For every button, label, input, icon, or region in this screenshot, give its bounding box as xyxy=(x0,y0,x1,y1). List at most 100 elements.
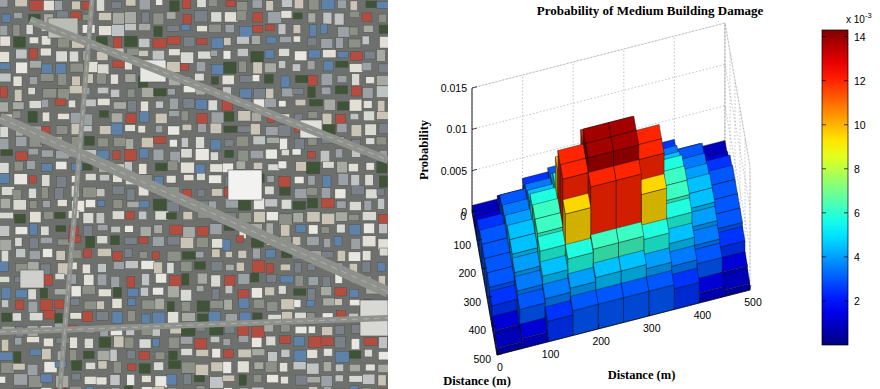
roof xyxy=(58,113,70,119)
roof xyxy=(267,301,278,311)
roof xyxy=(30,349,42,356)
roof xyxy=(0,25,8,35)
roof xyxy=(114,336,124,348)
roof xyxy=(166,175,176,183)
roof xyxy=(85,99,96,107)
roof xyxy=(195,364,208,375)
roof xyxy=(324,99,335,110)
roof xyxy=(238,111,251,121)
roof xyxy=(42,164,53,171)
roof xyxy=(70,313,82,319)
roof xyxy=(71,298,80,305)
roof xyxy=(321,39,333,49)
roof xyxy=(180,237,193,248)
roof xyxy=(280,264,290,271)
colorbar-tick-label: 6 xyxy=(854,207,860,219)
bar-top xyxy=(490,285,518,306)
roof xyxy=(126,212,134,219)
roof xyxy=(268,12,282,24)
roof xyxy=(14,352,21,364)
roof xyxy=(322,213,335,224)
roof xyxy=(142,375,152,382)
roof xyxy=(267,176,274,183)
roof xyxy=(208,100,217,111)
roof xyxy=(195,73,205,81)
roof xyxy=(362,236,376,247)
roof xyxy=(198,51,211,59)
roof xyxy=(212,349,221,358)
roof xyxy=(85,174,96,181)
roof xyxy=(309,25,316,37)
roof xyxy=(167,236,180,245)
roof xyxy=(86,387,94,389)
roof xyxy=(365,124,376,135)
roof xyxy=(281,299,295,310)
roof xyxy=(0,52,9,63)
roof xyxy=(267,137,280,143)
roof xyxy=(198,124,207,133)
roof xyxy=(377,112,388,120)
roof xyxy=(16,62,28,73)
roof xyxy=(154,262,163,274)
roof xyxy=(309,100,322,107)
roof xyxy=(141,138,153,148)
roof xyxy=(295,99,306,106)
roof xyxy=(29,77,37,85)
roof xyxy=(349,376,363,383)
roof xyxy=(2,339,9,351)
roof xyxy=(308,50,320,58)
roof xyxy=(335,364,343,371)
roof xyxy=(54,1,62,11)
roof xyxy=(224,299,232,310)
roof xyxy=(152,252,159,259)
roof xyxy=(322,113,332,125)
roof xyxy=(99,126,111,135)
roof xyxy=(335,336,346,348)
roof xyxy=(376,86,388,98)
roof xyxy=(113,102,126,109)
roof xyxy=(278,161,287,169)
roof xyxy=(239,388,248,389)
roof xyxy=(167,302,174,313)
roof xyxy=(153,38,167,48)
roof xyxy=(350,300,361,306)
roof xyxy=(266,127,280,136)
roof xyxy=(84,351,95,359)
roof xyxy=(362,212,376,221)
bar-top xyxy=(694,243,722,264)
roof xyxy=(224,112,234,122)
bar-top xyxy=(669,245,697,266)
roof xyxy=(41,226,49,235)
roof xyxy=(27,337,40,343)
roof xyxy=(125,74,136,82)
roof xyxy=(282,0,293,7)
roof xyxy=(253,299,264,308)
roof xyxy=(140,226,151,236)
roof xyxy=(55,273,65,279)
roof xyxy=(70,337,78,348)
bar-top xyxy=(563,193,591,214)
roof xyxy=(323,162,334,169)
bar-top xyxy=(535,213,563,234)
roof xyxy=(322,252,334,258)
colorbar-tick xyxy=(822,212,826,213)
roof xyxy=(334,236,342,246)
roof xyxy=(307,350,318,359)
roof xyxy=(44,211,54,219)
roof xyxy=(362,251,371,261)
roof xyxy=(142,314,150,323)
roof xyxy=(197,26,208,32)
roof xyxy=(366,77,375,84)
roof xyxy=(377,189,385,196)
roof xyxy=(280,276,293,283)
bar-top xyxy=(664,198,692,219)
roof xyxy=(96,213,105,224)
roof xyxy=(196,62,205,72)
roof xyxy=(125,36,138,47)
colorbar-tick-label: 4 xyxy=(854,251,860,263)
roof xyxy=(279,49,290,57)
roof xyxy=(111,236,120,245)
roof xyxy=(223,62,236,73)
roof xyxy=(29,48,37,59)
bar xyxy=(545,301,573,342)
